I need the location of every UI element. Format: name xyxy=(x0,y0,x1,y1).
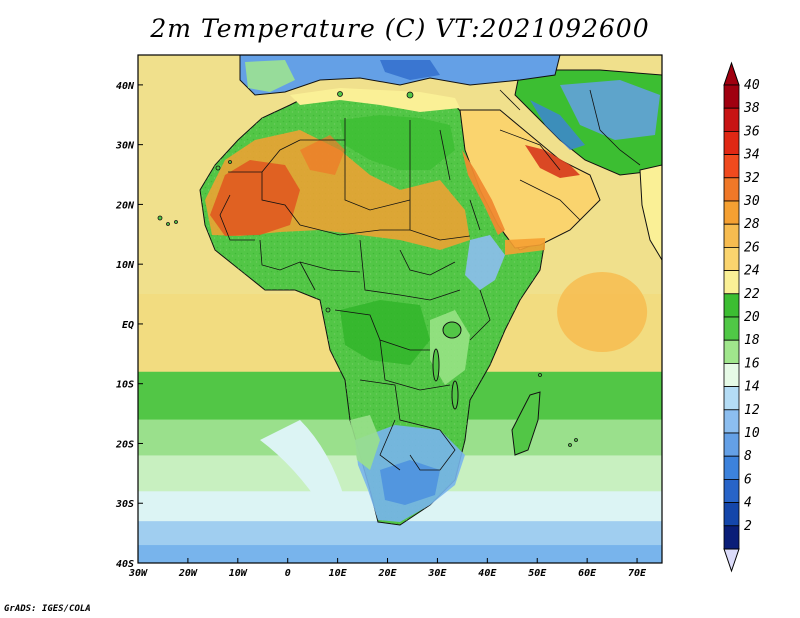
lat-tick-label: 20S xyxy=(115,439,134,450)
lon-tick-label: 70E xyxy=(628,568,647,579)
lake-tanganyika xyxy=(432,348,440,382)
colorbar-swatch xyxy=(723,455,740,480)
lat-tick-label: 30N xyxy=(115,141,135,152)
lat-tick-label: EQ xyxy=(122,320,134,331)
iberia-warm xyxy=(245,60,295,92)
colorbar-label: 6 xyxy=(744,472,752,487)
lat-tick-label: 40S xyxy=(116,559,134,570)
gulf-of-aden-warm xyxy=(505,238,545,255)
lon-tick-label: 20W xyxy=(178,568,198,579)
namibia-desert xyxy=(350,415,380,470)
lon-tick-label: 60E xyxy=(578,568,597,579)
colorbar-swatch xyxy=(723,107,740,132)
colorbar-swatch xyxy=(723,409,740,434)
colorbar-label: 16 xyxy=(744,356,760,371)
north-africa-mild xyxy=(340,115,455,170)
colorbar-label: 18 xyxy=(744,333,760,348)
lon-tick-label: 20E xyxy=(377,568,397,579)
colorbar-bottom-cap xyxy=(723,548,740,573)
colorbar-swatch xyxy=(723,293,740,318)
lon-tick-label: 10W xyxy=(229,568,248,579)
colorbar-label: 36 xyxy=(743,124,760,139)
colorbar-swatch xyxy=(723,362,740,387)
colorbar-swatch xyxy=(723,154,740,179)
colorbar-label: 40 xyxy=(744,78,760,93)
lon-tick-label: 0 xyxy=(285,568,291,579)
mediterranean-sea xyxy=(290,88,460,112)
colorbar-label: 24 xyxy=(744,264,760,279)
colorbar-label: 32 xyxy=(743,171,760,186)
arabian-gulf-hot xyxy=(525,145,580,178)
colorbar-label: 20 xyxy=(744,310,760,325)
sahara-central-warm xyxy=(300,135,345,175)
colorbar-label: 12 xyxy=(744,403,760,418)
colorbar-label: 4 xyxy=(744,496,752,511)
colorbar-swatch xyxy=(723,177,740,202)
colorbar-swatch xyxy=(723,502,740,527)
lat-tick-label: 30S xyxy=(115,499,134,510)
map-title: 2m Temperature (C) VT:2021092600 xyxy=(150,14,650,43)
south-africa-interior xyxy=(380,460,440,505)
sahara-hot-zone-mauritania xyxy=(210,160,300,236)
plot-frame xyxy=(137,54,663,564)
lon-tick-label: 40E xyxy=(478,568,497,579)
colorbar-label: 8 xyxy=(744,449,752,464)
colorbar-swatch xyxy=(723,432,740,457)
madagascar xyxy=(511,391,541,456)
islands xyxy=(157,91,578,447)
ocean-band-7 xyxy=(138,545,662,563)
zagros-mountains xyxy=(530,100,585,150)
colorbar-swatch xyxy=(723,478,740,503)
colorbar-swatch xyxy=(723,246,740,271)
ethiopian-highlands xyxy=(465,235,505,290)
colorbar-swatch xyxy=(723,223,740,248)
red-sea-warm xyxy=(462,150,505,235)
plot-area xyxy=(138,55,662,563)
lat-tick-label: 20N xyxy=(115,200,135,211)
colorbar: 40 38 36 34 32 30 28 26 24 22 20 18 16 14 12 10 8 6 4 2 xyxy=(723,61,760,573)
indian-subcontinent-edge xyxy=(639,164,662,261)
country-borders xyxy=(219,89,641,471)
colorbar-swatch xyxy=(723,316,740,341)
colorbar-label: 34 xyxy=(743,148,760,163)
colorbar-top-cap xyxy=(723,61,740,86)
benguela-cool-current xyxy=(260,420,345,520)
lon-tick-label: 50E xyxy=(528,568,547,579)
colorbar-label: 28 xyxy=(744,217,760,232)
colorbar-swatch xyxy=(723,84,740,109)
lat-tick-label: 10N xyxy=(116,260,135,271)
iran-highlands-cool xyxy=(560,80,660,140)
lon-tick-label: 30W xyxy=(128,568,148,579)
balkans-cool xyxy=(380,60,440,80)
colorbar-label: 10 xyxy=(744,426,760,441)
colorbar-swatch xyxy=(723,130,740,155)
lon-tick-label: 10E xyxy=(329,568,348,579)
lat-tick-label: 10S xyxy=(116,380,134,391)
colorbar-swatch xyxy=(723,339,740,364)
colorbar-swatch xyxy=(723,270,740,295)
indian-ocean-warm-pool xyxy=(557,271,648,352)
colorbar-swatch xyxy=(723,525,740,550)
colorbar-swatch xyxy=(723,386,740,411)
lake-malawi xyxy=(451,380,459,410)
colorbar-label: 2 xyxy=(744,519,752,534)
colorbar-label: 38 xyxy=(743,101,760,116)
axis-ticks: 30W 20W 10W 0 10E 20E 30E 40E 50E 60E 70E 40N 30N 20N… xyxy=(115,81,647,579)
colorbar-swatch xyxy=(723,200,740,225)
colorbar-label: 14 xyxy=(744,380,760,395)
colorbar-label: 30 xyxy=(743,194,760,209)
colorbar-label: 26 xyxy=(744,240,760,255)
lake-victoria xyxy=(442,321,462,339)
grads-credit: GrADS: IGES/COLA xyxy=(4,604,91,614)
lat-tick-label: 40N xyxy=(116,81,135,92)
lon-tick-label: 30E xyxy=(427,568,447,579)
colorbar-label: 22 xyxy=(744,287,760,302)
